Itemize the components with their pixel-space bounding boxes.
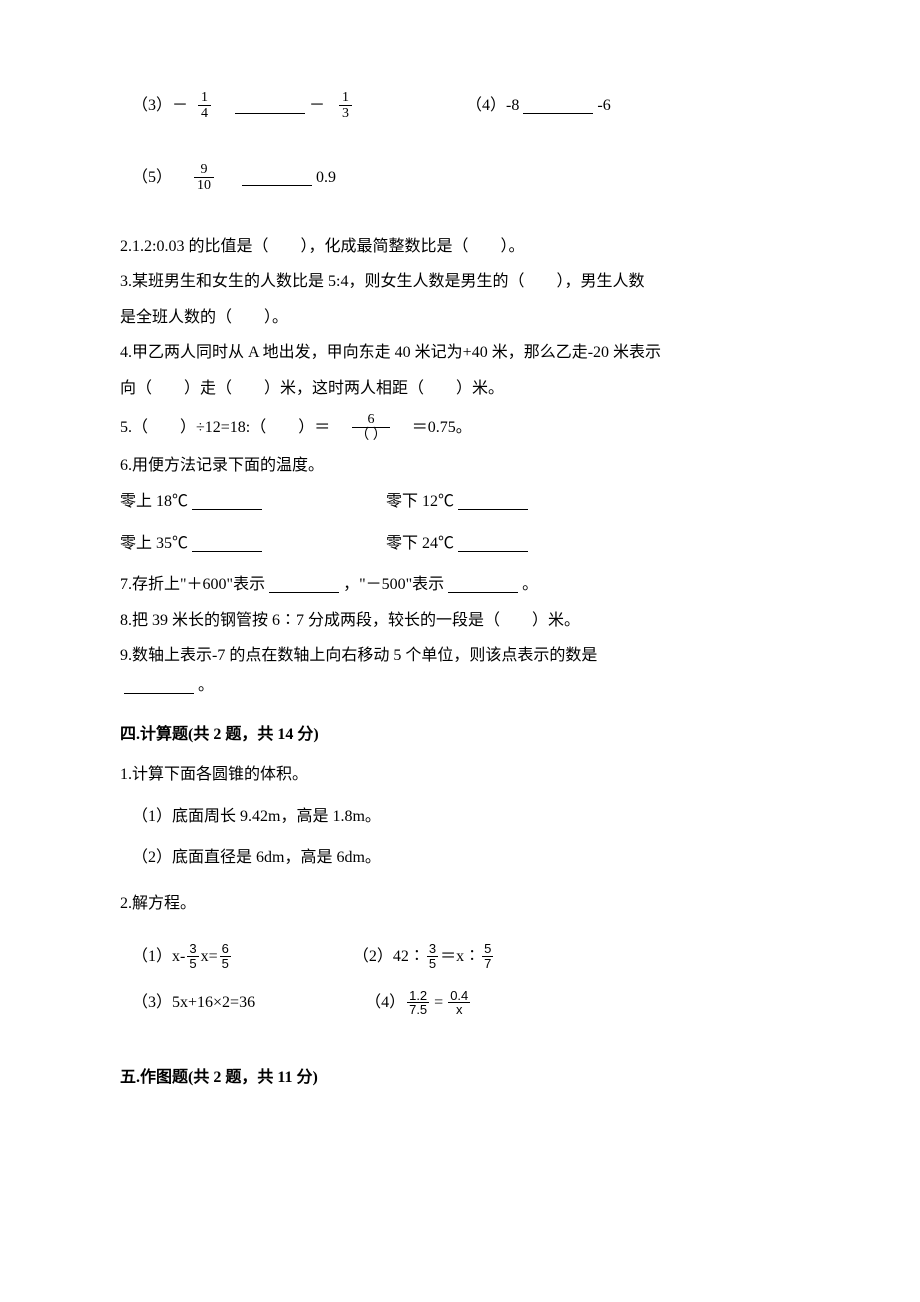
temp-label: 零下 12℃ (386, 489, 454, 515)
eq1-label: （1）x- (132, 944, 185, 970)
fill-q7: 7.存折上"＋600"表示 ，"－500"表示 。 (120, 572, 800, 598)
blank-input[interactable] (124, 677, 194, 694)
s4-q1-2: （2）底面直径是 6dm，高是 6dm。 (132, 845, 800, 871)
fill-q3-line1: 3.某班男生和女生的人数比是 5:4，则女生人数是男生的（ ），男生人数 (120, 269, 800, 295)
section-5-title: 五.作图题(共 2 题，共 11 分) (120, 1065, 800, 1091)
temp-label: 零下 24℃ (386, 531, 454, 557)
s4-q1: 1.计算下面各圆锥的体积。 (120, 762, 800, 788)
eq3: （3）5x+16×2=36 (132, 989, 255, 1017)
fill-q4-line1: 4.甲乙两人同时从 A 地出发，甲向东走 40 米记为+40 米，那么乙走-20… (120, 340, 800, 366)
frac-den: x (448, 1002, 470, 1017)
blank-input[interactable] (192, 535, 262, 552)
eq3-text: （3）5x+16×2=36 (132, 990, 255, 1016)
section-4-title: 四.计算题(共 2 题，共 14 分) (120, 722, 800, 748)
fill-q8: 8.把 39 米长的钢管按 6∶7 分成两段，较长的一段是（ ）米。 (120, 608, 800, 634)
frac-den: 5 (427, 956, 438, 971)
eq1-mid: x= (201, 944, 218, 970)
frac-den: 5 (187, 956, 198, 971)
eq2-mid: ＝x∶ (440, 944, 480, 970)
eq-row-3-4: （3）5x+16×2=36 （4） 1.2 7.5 = 0.4 x (132, 989, 800, 1025)
eq4-label: （4） (365, 990, 405, 1016)
blank-input[interactable] (458, 493, 528, 510)
s4-q2: 2.解方程。 (120, 891, 800, 917)
temp-row-2: 零上 35℃ 零下 24℃ (120, 531, 800, 557)
frac-1.2-7.5: 1.2 7.5 (407, 989, 429, 1017)
eq4: （4） 1.2 7.5 = 0.4 x (365, 989, 472, 1017)
compare-row-3-4: （3）－ 1 4 － 1 3 （4）-8 -6 (120, 90, 800, 122)
frac-num: 1 (339, 90, 352, 105)
temp-row-1: 零上 18℃ 零下 12℃ (120, 489, 800, 515)
blank-input[interactable] (448, 576, 518, 593)
blank-input[interactable] (242, 169, 312, 186)
frac-0.4-x: 0.4 x (448, 989, 470, 1017)
q7-c: 。 (522, 572, 538, 598)
minus-sign: － (309, 93, 325, 119)
frac-den: 7 (482, 956, 493, 971)
frac-9-10: 9 10 (194, 162, 214, 194)
frac-num: 9 (194, 162, 214, 177)
frac-num: 0.4 (448, 989, 470, 1003)
eq2-label: （2）42∶ (353, 944, 425, 970)
blank-input[interactable] (269, 576, 339, 593)
compare-row-5: （5） 9 10 0.9 (120, 162, 800, 194)
frac-den: 10 (194, 177, 214, 193)
frac-den: 3 (339, 105, 352, 121)
blank-input[interactable] (523, 97, 593, 114)
eq4-eq: = (434, 990, 443, 1016)
q5-head: 5.（ ）÷12=18:（ ）＝ (120, 415, 330, 441)
frac-6-5: 6 5 (220, 942, 231, 970)
frac-num: 5 (482, 942, 493, 956)
q7-a: 7.存折上"＋600"表示 (120, 572, 265, 598)
blank-input[interactable] (235, 97, 305, 114)
fill-q6: 6.用便方法记录下面的温度。 (120, 453, 800, 479)
frac-1-4: 1 4 (198, 90, 211, 122)
s4-q1-1: （1）底面周长 9.42m，高是 1.8m。 (132, 804, 800, 830)
frac-den: 5 (220, 956, 231, 971)
frac-3-5: 3 5 (427, 942, 438, 970)
fill-q3-line2: 是全班人数的（ ）。 (120, 305, 800, 331)
frac-1-3: 1 3 (339, 90, 352, 122)
q5-tail: 0.9 (316, 165, 336, 191)
frac-den: （ ） (352, 427, 390, 443)
q5-tail: ＝0.75。 (412, 415, 472, 441)
frac-den: 4 (198, 105, 211, 121)
frac-num: 1 (198, 90, 211, 105)
fill-q4-line2: 向（ ）走（ ）米，这时两人相距（ ）米。 (120, 376, 800, 402)
frac-num: 6 (352, 412, 390, 427)
q3-label: （3）－ (132, 93, 188, 119)
q7-b: ，"－500"表示 (343, 572, 444, 598)
frac-6-paren: 6 （ ） (352, 412, 390, 444)
fill-q9-line2: 。 (120, 673, 800, 699)
eq-row-1-2: （1）x- 3 5 x= 6 5 （2）42∶ 3 5 ＝x∶ 5 7 (132, 942, 800, 978)
frac-5-7: 5 7 (482, 942, 493, 970)
temp-label: 零上 18℃ (120, 489, 188, 515)
frac-den: 7.5 (407, 1002, 429, 1017)
frac-num: 3 (187, 942, 198, 956)
eq2: （2）42∶ 3 5 ＝x∶ 5 7 (353, 942, 496, 970)
fill-q2: 2.1.2:0.03 的比值是（ ），化成最简整数比是（ ）。 (120, 234, 800, 260)
frac-num: 1.2 (407, 989, 429, 1003)
fill-q5: 5.（ ）÷12=18:（ ）＝ 6 （ ） ＝0.75。 (120, 412, 800, 444)
fill-q9-line1: 9.数轴上表示-7 的点在数轴上向右移动 5 个单位，则该点表示的数是 (120, 643, 800, 669)
q9-b: 。 (198, 673, 214, 699)
q4-tail: -6 (597, 93, 610, 119)
page: （3）－ 1 4 － 1 3 （4）-8 -6 （5） 9 10 0.9 2.1… (0, 0, 920, 1302)
temp-label: 零上 35℃ (120, 531, 188, 557)
frac-num: 6 (220, 942, 231, 956)
eq1: （1）x- 3 5 x= 6 5 (132, 942, 233, 970)
q4-label: （4）-8 (466, 93, 519, 119)
blank-input[interactable] (192, 493, 262, 510)
blank-input[interactable] (458, 535, 528, 552)
q5-label: （5） (132, 165, 172, 191)
frac-3-5: 3 5 (187, 942, 198, 970)
frac-num: 3 (427, 942, 438, 956)
